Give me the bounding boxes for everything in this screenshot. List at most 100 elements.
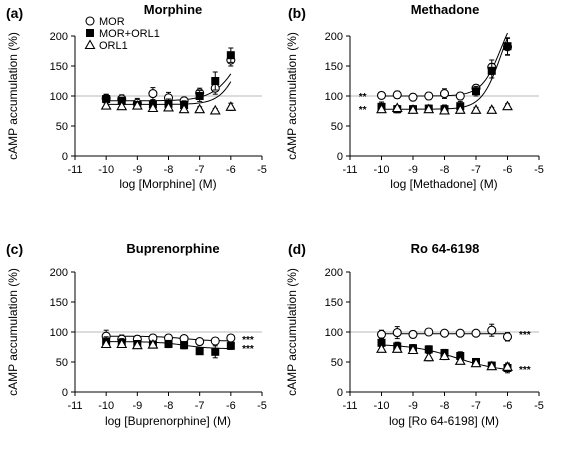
data-point-orl1 [163,101,174,112]
significance-marker: ** [359,92,367,103]
y-tick-label: 0 [62,387,68,399]
data-point-mor-orl1 [226,341,235,350]
data-point-mor [471,328,481,338]
x-axis-label: log [Morphine] (M) [119,177,216,191]
panel-label: (c) [6,241,23,257]
x-tick-label: -10 [374,164,390,176]
x-tick-label: -8 [440,164,450,176]
x-tick-label: -5 [257,400,267,412]
x-tick-label: -5 [534,400,544,412]
x-tick-label: -6 [226,400,236,412]
data-point-mor [376,90,387,100]
x-tick-label: -8 [440,400,450,412]
legend-marker-mor [85,16,95,26]
y-tick-label: 200 [325,31,343,43]
data-point-mor [195,337,205,347]
x-tick-label: -7 [471,164,481,176]
x-tick-label: -6 [226,164,236,176]
y-tick-label: 0 [337,151,343,163]
y-tick-label: 50 [331,357,343,369]
y-tick-label: 200 [50,267,68,279]
y-tick-label: 200 [325,267,343,279]
chart-title: Ro 64-6198 [411,241,480,256]
data-point-mor-orl1 [211,77,220,85]
data-point-mor-orl1 [487,66,496,75]
data-point-mor-orl1 [180,341,189,350]
data-point-mor [455,328,465,338]
data-point-orl1 [178,103,190,114]
data-point-mor-orl1 [195,347,204,356]
y-axis-label: cAMP accumulation (%) [6,268,20,396]
series-orl1 [100,338,159,350]
data-point-mor-orl1 [503,42,512,51]
x-tick-label: -6 [503,164,513,176]
y-tick-label: 150 [50,297,68,309]
x-tick-label: -9 [408,400,418,412]
legend-marker-orl1 [84,39,96,50]
data-point-mor-orl1 [164,340,173,348]
x-tick-label: -11 [342,400,357,412]
data-point-mor [408,92,418,102]
y-tick-label: 100 [325,327,343,339]
data-point-orl1 [391,102,403,113]
series-orl1 [376,100,513,115]
x-tick-label: -10 [98,164,114,176]
x-tick-label: -9 [132,164,142,176]
data-point-mor-orl1 [102,95,111,103]
panel-buprenorphine: (c) Buprenorphine 0 50 100 150 200 -11 -10 -9 -8 -7… [6,241,267,428]
y-axis-label: cAMP accumulation (%) [285,268,299,396]
data-point-mor [226,333,236,343]
data-point-mor [455,91,465,101]
data-point-orl1 [100,99,112,110]
x-tick-label: -10 [374,400,390,412]
data-point-orl1 [423,351,435,362]
data-point-orl1 [439,104,450,115]
x-tick-label: -5 [257,164,267,176]
y-tick-label: 150 [50,61,68,73]
data-point-orl1 [439,350,450,361]
data-point-mor [439,328,450,338]
data-point-mor-orl1 [377,338,386,347]
data-point-orl1 [502,361,513,371]
series-mor-orl1 [102,47,235,110]
data-point-mor [392,328,402,338]
panel-label: (a) [6,5,23,21]
data-point-orl1 [116,100,128,111]
y-tick-label: 100 [325,91,343,103]
series-orl1 [376,343,513,371]
data-point-mor [487,325,497,335]
significance-marker: *** [519,330,531,341]
x-tick-label: -11 [67,164,82,176]
data-point-mor [376,329,387,339]
x-tick-label: -7 [195,164,205,176]
x-tick-label: -11 [342,164,357,176]
x-tick-label: -7 [195,400,205,412]
data-point-orl1 [454,355,466,365]
data-point-orl1 [147,338,159,349]
panel-ro-64-6198: (d) Ro 64-6198 0 50 100 150 200 -11 -10 -9 -8 -7 -6 -… [285,241,544,428]
data-point-mor [392,90,402,100]
data-point-mor-orl1 [211,347,220,356]
y-tick-label: 200 [50,31,68,43]
data-point-orl1 [100,338,112,349]
data-point-orl1 [376,103,387,114]
data-point-orl1 [376,343,387,353]
data-point-mor [502,332,513,342]
x-tick-label: -5 [534,164,544,176]
y-tick-label: 150 [325,297,343,309]
data-point-mor-orl1 [195,92,204,100]
y-tick-label: 100 [50,327,68,339]
series-mor [376,323,513,342]
x-axis-label: log [Buprenorphine] (M) [105,414,231,428]
data-point-orl1 [116,338,128,349]
x-tick-label: -10 [98,400,114,412]
data-point-mor [148,89,158,99]
data-point-orl1 [470,104,482,114]
data-point-orl1 [194,103,206,114]
y-tick-label: 150 [325,61,343,73]
significance-marker: ** [359,105,367,116]
significance-marker: *** [242,344,254,355]
x-tick-label: -9 [132,400,142,412]
legend-marker-mor-orl1 [86,29,94,37]
